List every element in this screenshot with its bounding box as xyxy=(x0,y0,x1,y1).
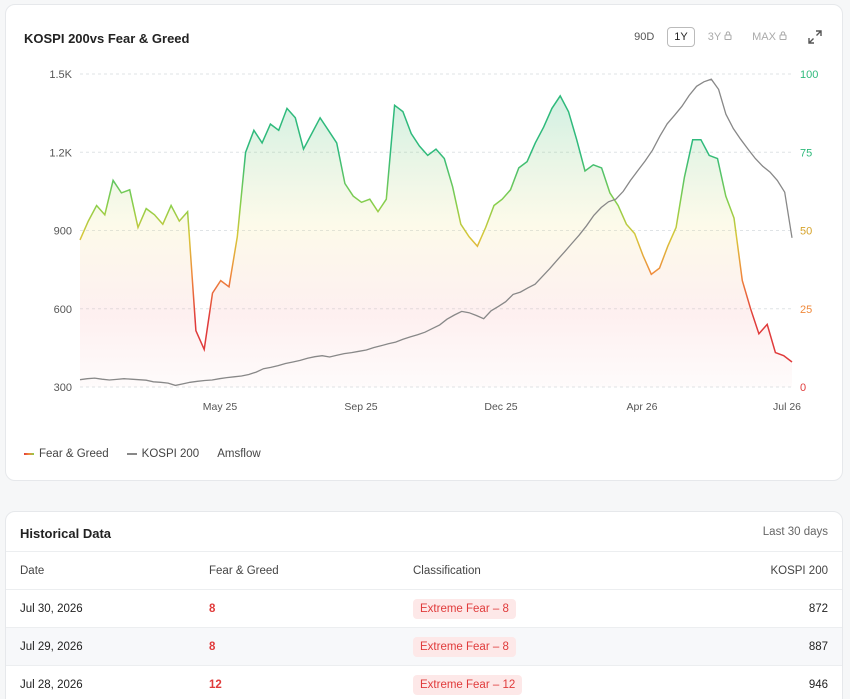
chart-title: KOSPI 200vs Fear & Greed xyxy=(24,31,190,46)
range-selector: 90D 1Y 3Y MAX xyxy=(627,27,822,47)
col-kospi-header: KOSPI 200 xyxy=(770,565,828,577)
right-axis-tick-label: 50 xyxy=(800,226,812,238)
range-1y-button[interactable]: 1Y xyxy=(667,27,695,47)
row-kospi: 872 xyxy=(808,603,828,615)
right-axis-tick-label: 75 xyxy=(800,147,812,159)
legend-fear-greed-label: Fear & Greed xyxy=(39,448,109,460)
left-axis-tick-label: 300 xyxy=(54,382,72,394)
classification-badge: Extreme Fear – 8 xyxy=(413,637,516,657)
left-axis-tick-label: 600 xyxy=(54,304,72,316)
kospi-swatch xyxy=(126,453,137,455)
right-axis-tick-label: 25 xyxy=(800,304,812,316)
col-classification-header: Classification xyxy=(413,565,481,577)
row-date: Jul 30, 2026 xyxy=(20,603,83,615)
col-date-header: Date xyxy=(20,565,45,577)
range-3y-button[interactable]: 3Y xyxy=(701,27,739,47)
row-fear-greed: 12 xyxy=(209,679,222,691)
range-3y-label: 3Y xyxy=(707,31,722,43)
chart-card: KOSPI 200vs Fear & Greed 90D 1Y 3Y MAX xyxy=(5,4,843,481)
table-header-bar: Historical Data Last 30 days xyxy=(6,512,842,552)
row-date: Jul 29, 2026 xyxy=(20,641,83,653)
classification-badge: Extreme Fear – 8 xyxy=(413,599,516,619)
lock-icon xyxy=(724,31,732,40)
x-axis-tick-label: Apr 26 xyxy=(627,401,658,413)
left-axis-tick-label: 1.2K xyxy=(49,147,72,159)
row-fear-greed: 8 xyxy=(209,603,216,615)
classification-badge: Extreme Fear – 12 xyxy=(413,675,523,695)
legend-kospi[interactable]: KOSPI 200 xyxy=(126,448,200,460)
lock-icon xyxy=(779,31,787,40)
row-classification: Extreme Fear – 12 xyxy=(413,666,523,699)
chart-plot: 1.5K 1.2K 900 600 300 100 75 50 25 0 May 25 Sep 2… xyxy=(49,69,818,413)
left-axis-tick-label: 900 xyxy=(54,226,72,238)
table-header-row: Date Fear & Greed Classification KOSPI 2… xyxy=(6,552,842,590)
table-subtitle: Last 30 days xyxy=(762,526,828,538)
right-axis-tick-label: 100 xyxy=(800,69,818,81)
kospi-line xyxy=(79,78,793,387)
x-axis-tick-label: Sep 25 xyxy=(344,401,377,413)
col-fear-greed-header: Fear & Greed xyxy=(209,565,279,577)
fear-greed-line xyxy=(79,94,793,363)
table-row: Jul 30, 2026 8 Extreme Fear – 8 872 xyxy=(6,590,842,628)
historical-data-card: Historical Data Last 30 days Date Fear &… xyxy=(5,511,843,699)
x-axis-tick-label: May 25 xyxy=(203,401,238,413)
legend-fear-greed[interactable]: Fear & Greed xyxy=(24,448,109,460)
table-row: Jul 29, 2026 8 Extreme Fear – 8 887 xyxy=(6,628,842,666)
row-classification: Extreme Fear – 8 xyxy=(413,628,516,666)
fear-greed-area xyxy=(80,95,792,388)
table-row: Jul 28, 2026 12 Extreme Fear – 12 946 xyxy=(6,666,842,699)
left-axis-tick-label: 1.5K xyxy=(49,69,72,81)
row-classification: Extreme Fear – 8 xyxy=(413,590,516,628)
range-max-label: MAX xyxy=(752,31,776,43)
row-fear-greed: 8 xyxy=(209,641,216,653)
expand-icon[interactable] xyxy=(808,30,822,44)
legend-kospi-label: KOSPI 200 xyxy=(141,448,200,460)
right-axis-tick-label: 0 xyxy=(800,382,806,394)
row-kospi: 946 xyxy=(808,679,828,691)
x-axis-tick-label: Jul 26 xyxy=(773,401,801,413)
range-90d-button[interactable]: 90D xyxy=(634,31,655,43)
chart-legend: Fear & Greed KOSPI 200 Amsflow xyxy=(24,448,261,460)
row-date: Jul 28, 2026 xyxy=(20,679,83,691)
range-max-button[interactable]: MAX xyxy=(745,27,794,47)
table-title: Historical Data xyxy=(20,526,112,541)
row-kospi: 887 xyxy=(808,641,828,653)
source-label: Amsflow xyxy=(217,448,261,460)
fear-greed-swatch xyxy=(24,453,34,455)
x-axis-tick-label: Dec 25 xyxy=(484,401,517,413)
